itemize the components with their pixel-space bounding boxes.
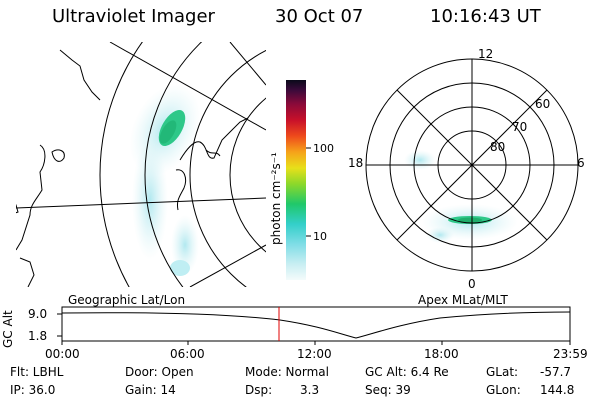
glat-label: GLat: xyxy=(486,365,519,379)
alt-ylabel: GC Alt xyxy=(1,310,15,348)
instrument-title: Ultraviolet Imager xyxy=(52,6,215,27)
colorbar xyxy=(286,80,306,280)
dsp-value: 3.3 xyxy=(300,383,320,397)
glon-value: 144.8 xyxy=(540,383,575,397)
glat-value: -57.7 xyxy=(540,365,572,379)
flt-info: Flt: LBHL xyxy=(10,365,64,379)
gcalt-info: GC Alt: 6.4 Re xyxy=(365,365,449,379)
mlt-label-top: 12 xyxy=(478,47,494,61)
ip-info: IP: 36.0 xyxy=(10,383,56,397)
alt-ytick-min: 1.8 xyxy=(28,329,48,343)
lat-label-70: 70 xyxy=(512,120,528,134)
geographic-map xyxy=(16,42,266,287)
date-label: 30 Oct 07 xyxy=(275,6,364,27)
lat-label-60: 60 xyxy=(535,97,551,111)
dsp-label: Dsp: xyxy=(245,383,273,397)
alt-xtick-2: 12:00 xyxy=(297,347,332,361)
colorbar-tick-10: 10 xyxy=(313,230,327,243)
mlt-label-bottom: 0 xyxy=(468,277,476,291)
alt-ytick-max: 9.0 xyxy=(28,307,48,321)
colorbar-tick-100: 100 xyxy=(313,142,334,155)
altitude-plot xyxy=(57,306,571,345)
mag-panel-label: Apex MLat/MLT xyxy=(418,293,508,307)
glon-label: GLon: xyxy=(486,383,521,397)
alt-xtick-0: 00:00 xyxy=(45,347,80,361)
mlt-label-right: 6 xyxy=(577,156,585,170)
mlt-label-left: 18 xyxy=(348,156,364,170)
time-label: 10:16:43 UT xyxy=(430,6,541,27)
geo-panel-label: Geographic Lat/Lon xyxy=(68,293,186,307)
mode-info: Mode: Normal xyxy=(245,365,329,379)
alt-xtick-1: 06:00 xyxy=(170,347,205,361)
door-info: Door: Open xyxy=(125,365,194,379)
colorbar-unit-label: photon cm⁻²s⁻¹ xyxy=(269,152,283,245)
alt-xtick-4: 23:59 xyxy=(553,347,588,361)
polar-plot xyxy=(365,58,579,272)
alt-xtick-3: 18:00 xyxy=(424,347,459,361)
lat-label-80: 80 xyxy=(490,140,506,154)
seq-info: Seq: 39 xyxy=(365,383,411,397)
gain-info: Gain: 14 xyxy=(125,383,176,397)
